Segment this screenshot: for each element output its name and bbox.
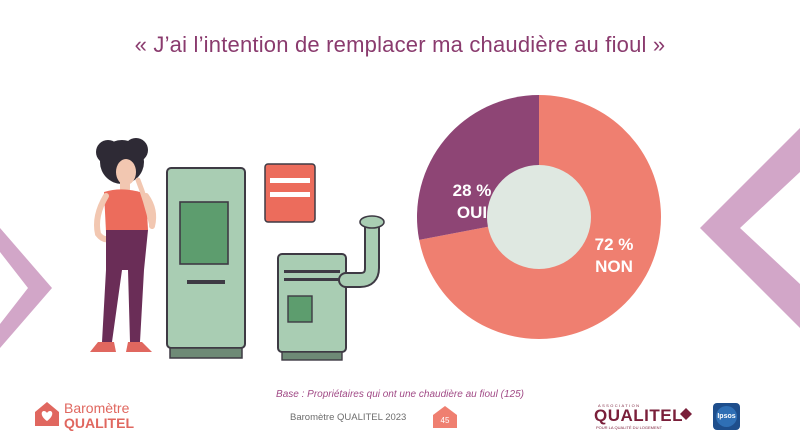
base-note: Base : Propriétaires qui ont une chaudiè… [276, 389, 524, 400]
brand-line1: Baromètre [64, 400, 130, 416]
association-qualitel-logo: ASSOCIATION QUALITEL POUR LA QUALITÉ DU … [594, 403, 694, 431]
slice-label-non-value: 72 % [595, 235, 634, 254]
page-badge: 45 [433, 406, 457, 428]
boiler-illustration [90, 138, 385, 361]
slice-label-non: NON [595, 257, 633, 276]
ipsos-label: Ipsos [716, 406, 737, 427]
brand-line2: QUALITEL [64, 415, 134, 431]
slice-label-oui-value: 28 % [453, 181, 492, 200]
page-title: « J’ai l’intention de remplacer ma chaud… [134, 32, 666, 57]
donut-hole [487, 165, 591, 269]
diamond-icon [680, 408, 692, 420]
donut-chart: 28 % OUI 72 % NON [417, 95, 661, 339]
footer-text: Baromètre QUALITEL 2023 [290, 412, 407, 423]
left-chevron-decoration [0, 228, 52, 348]
association-tagline: POUR LA QUALITÉ DU LOGEMENT [596, 425, 663, 430]
page-number: 45 [441, 416, 450, 425]
ipsos-logo: Ipsos [713, 403, 740, 430]
slice-label-oui: OUI [457, 203, 487, 222]
house-heart-icon [35, 402, 59, 426]
association-small-label: ASSOCIATION [598, 403, 641, 408]
right-chevron-decoration [700, 128, 800, 328]
association-name: QUALITEL [594, 406, 683, 425]
